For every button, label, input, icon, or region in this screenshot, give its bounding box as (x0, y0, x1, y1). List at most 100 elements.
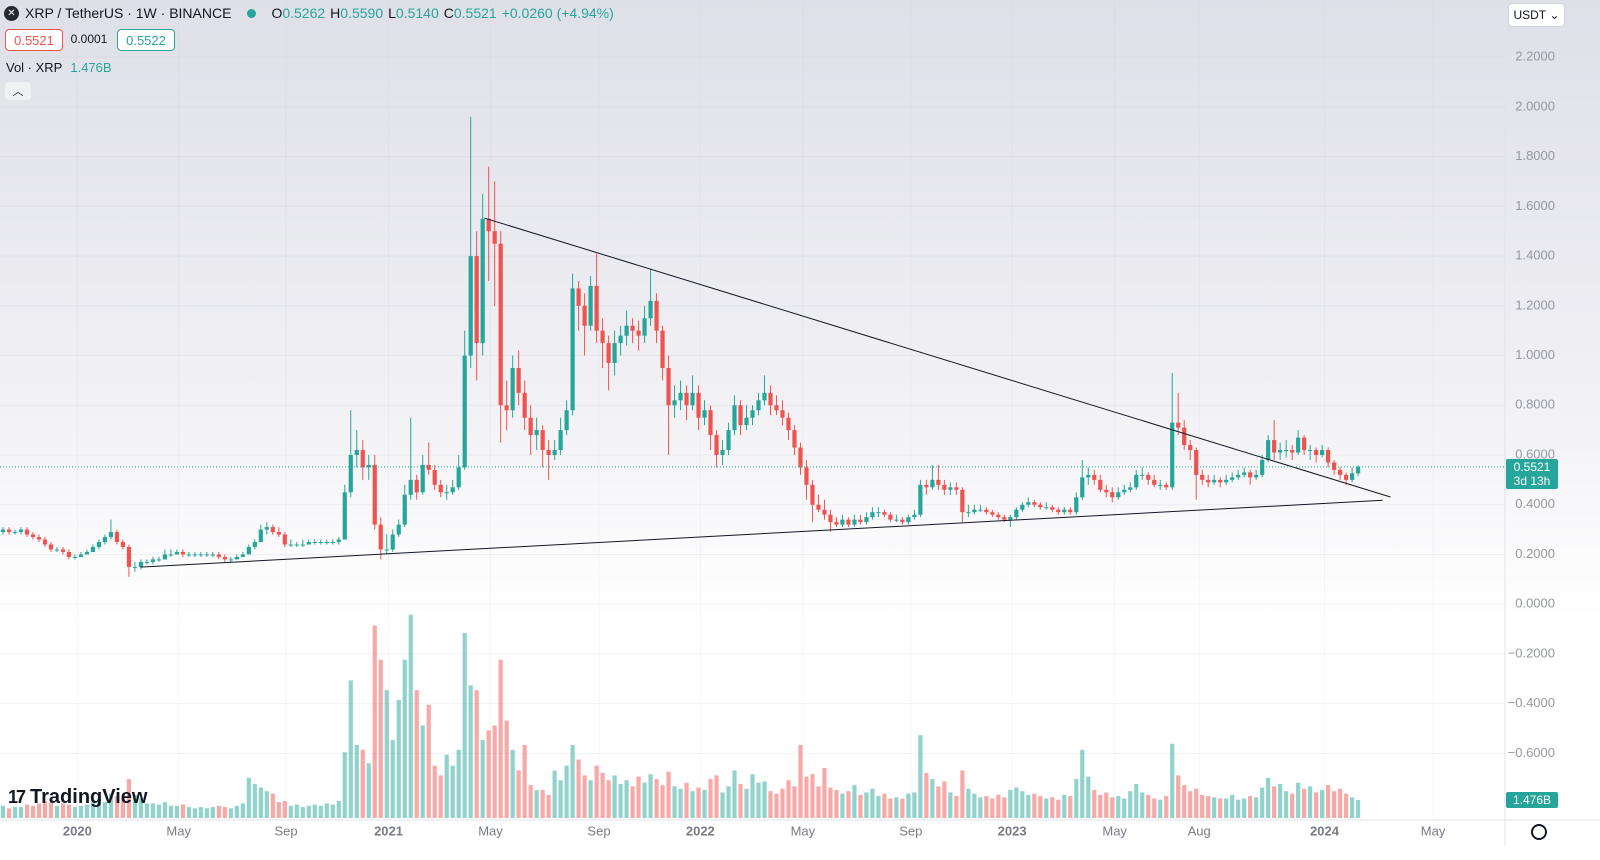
volume-bar (714, 775, 719, 818)
candle-body (246, 546, 251, 555)
volume-bar (900, 798, 905, 818)
candle-body (1164, 484, 1169, 488)
volume-bar (450, 765, 455, 818)
volume-bar (480, 740, 485, 818)
candle-body (840, 519, 845, 525)
volume-tag: 1.476B (1506, 792, 1558, 808)
candle-body (1355, 466, 1361, 474)
stat-value: 0.5590 (340, 5, 384, 21)
volume-bar (474, 690, 479, 818)
candle-body (1098, 479, 1103, 490)
volume-bar (420, 725, 425, 818)
candle-body (1086, 474, 1091, 478)
volume-bar (96, 798, 102, 818)
candle-body (1350, 473, 1355, 480)
volume-bar (1002, 797, 1007, 818)
volume-bar (1188, 791, 1193, 818)
volume-bar (78, 805, 84, 818)
candle-body (1128, 487, 1133, 490)
volume-bar (1236, 799, 1241, 818)
candle-body (846, 519, 851, 525)
x-tick-label: 2021 (374, 823, 403, 838)
volume-bar (942, 781, 947, 818)
candle-body (1338, 469, 1343, 475)
volume-bar (738, 783, 743, 818)
volume-bar (66, 804, 72, 818)
candle-body (24, 529, 30, 535)
currency-select[interactable]: USDT ⌄ (1508, 3, 1565, 27)
volume-bar (138, 798, 144, 818)
candle-body (1074, 497, 1079, 513)
candle-body (918, 484, 923, 515)
candle-body (1014, 509, 1019, 518)
candle-body (1176, 422, 1181, 428)
candle-body (42, 539, 48, 545)
candle-body (456, 467, 461, 488)
volume-bar (1032, 793, 1037, 818)
volume-bar (156, 804, 161, 818)
sell-button[interactable]: 0.5521 (5, 29, 63, 51)
candle-body (138, 561, 144, 567)
y-tick-label: 2.2000 (1515, 49, 1555, 64)
candle-body (1290, 450, 1295, 453)
candle-body (396, 524, 401, 535)
stat-key: C (443, 5, 454, 21)
y-tick-label: 2.0000 (1515, 98, 1555, 113)
volume-bar (510, 749, 515, 818)
candle-body (54, 549, 60, 551)
volume-bar (288, 805, 293, 818)
buy-button[interactable]: 0.5522 (117, 29, 175, 51)
candle-body (1296, 437, 1301, 453)
candle-body (1332, 462, 1337, 470)
candle-body (372, 464, 377, 525)
volume-bar (1038, 796, 1043, 818)
candle-body (756, 400, 761, 411)
collapse-button[interactable]: ︿ (5, 82, 31, 100)
volume-bar (1326, 785, 1331, 818)
candle-body (858, 519, 863, 523)
candle-body (36, 537, 42, 540)
volume-bar (342, 752, 347, 818)
candle-body (168, 554, 173, 556)
candle-body (12, 532, 18, 534)
settings-button[interactable] (1531, 824, 1547, 840)
volume-bar (1146, 794, 1151, 818)
candle-body (1344, 474, 1349, 480)
volume-bar (492, 725, 497, 818)
y-tick-label: −0.2000 (1508, 645, 1555, 660)
candle-body (114, 532, 120, 543)
candle-body (1122, 489, 1127, 493)
symbol-title[interactable]: XRP / TetherUS · 1W · BINANCE (25, 5, 232, 21)
y-tick-label: 0.4000 (1515, 496, 1555, 511)
candle-body (534, 430, 539, 436)
volume-bar (906, 793, 911, 818)
volume-bar (1020, 791, 1025, 818)
volume-bar (894, 797, 899, 818)
candle-body (786, 417, 791, 431)
volume-bar (660, 785, 665, 818)
candle-body (96, 542, 102, 547)
volume-bar (678, 788, 683, 818)
volume-bar (318, 805, 323, 818)
volume-bar (54, 805, 60, 818)
volume-bar (876, 796, 881, 818)
candle-body (408, 479, 413, 495)
volume-bar (1104, 792, 1109, 818)
candle-body (726, 430, 731, 451)
candle-body (1008, 517, 1013, 520)
candle-body (384, 549, 389, 551)
volume-legend: Vol · XRP 1.476B (6, 60, 112, 75)
volume-bar (1140, 792, 1145, 818)
volume-bar (306, 805, 311, 818)
candle-body (576, 288, 581, 306)
volume-bar (1068, 796, 1073, 818)
volume-bar (384, 690, 389, 818)
candle-body (462, 355, 467, 468)
x-tick-label: Sep (274, 823, 297, 838)
candle-body (282, 534, 287, 545)
candle-body (654, 300, 659, 331)
candle-body (828, 514, 833, 523)
volume-bar (1194, 788, 1199, 818)
volume-bar (864, 792, 869, 818)
